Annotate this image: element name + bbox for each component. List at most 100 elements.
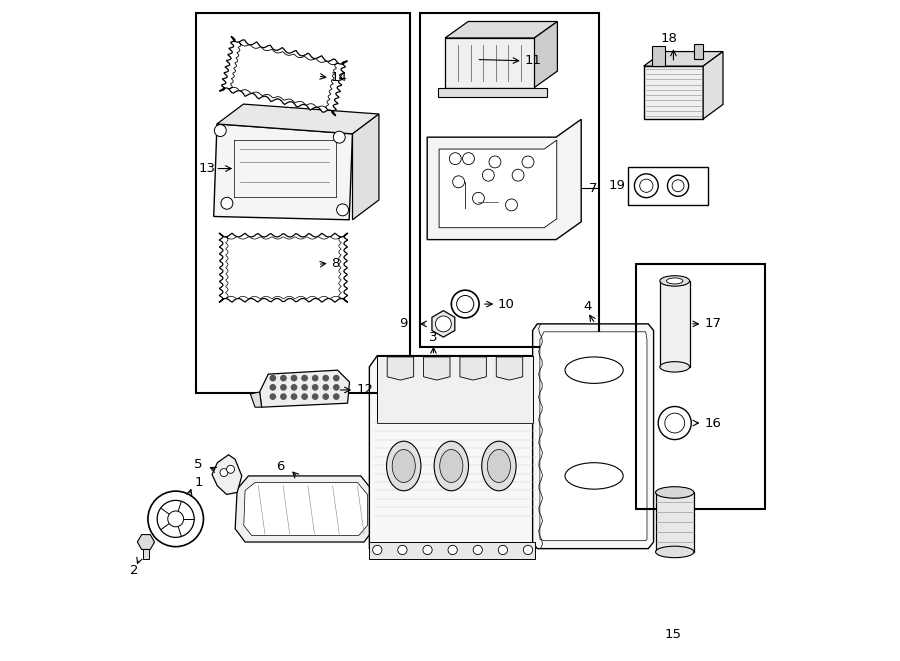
Text: 18: 18 (661, 32, 678, 45)
Circle shape (668, 175, 688, 196)
Bar (636, 264, 765, 509)
Text: 1: 1 (194, 476, 202, 489)
Ellipse shape (482, 442, 516, 490)
Bar (195, 13, 410, 393)
Circle shape (499, 545, 508, 555)
Polygon shape (424, 357, 450, 380)
Polygon shape (445, 38, 535, 87)
Circle shape (436, 316, 451, 332)
Text: 11: 11 (525, 54, 542, 67)
Circle shape (456, 295, 473, 313)
Polygon shape (369, 542, 535, 559)
Polygon shape (428, 119, 581, 239)
Circle shape (472, 192, 484, 204)
Circle shape (337, 204, 348, 215)
Circle shape (312, 394, 318, 399)
Polygon shape (377, 356, 533, 423)
Bar (420, 13, 598, 347)
Circle shape (334, 375, 339, 381)
Polygon shape (220, 36, 347, 116)
Ellipse shape (434, 442, 469, 490)
Bar (652, 46, 665, 66)
Polygon shape (703, 52, 723, 119)
Polygon shape (250, 392, 262, 407)
Circle shape (323, 375, 328, 381)
Circle shape (281, 394, 286, 399)
Circle shape (158, 500, 194, 537)
Circle shape (227, 465, 235, 473)
Circle shape (489, 156, 501, 168)
Text: 6: 6 (276, 460, 284, 473)
Circle shape (665, 413, 685, 433)
Circle shape (221, 197, 233, 209)
Ellipse shape (565, 357, 623, 383)
Circle shape (463, 153, 474, 165)
Polygon shape (225, 237, 341, 299)
Text: 16: 16 (705, 416, 722, 430)
Polygon shape (533, 324, 653, 549)
Polygon shape (369, 356, 535, 559)
Bar (142, 549, 149, 559)
Circle shape (451, 290, 479, 318)
Polygon shape (213, 124, 353, 219)
Ellipse shape (660, 276, 689, 286)
Text: 8: 8 (331, 256, 339, 270)
Circle shape (167, 511, 184, 527)
Polygon shape (535, 21, 557, 87)
Polygon shape (496, 357, 523, 380)
Circle shape (281, 385, 286, 390)
Polygon shape (229, 42, 338, 110)
Circle shape (281, 375, 286, 381)
Polygon shape (219, 233, 348, 303)
Circle shape (270, 394, 275, 399)
Circle shape (302, 385, 307, 390)
Circle shape (292, 375, 297, 381)
Circle shape (270, 375, 275, 381)
Circle shape (292, 394, 297, 399)
Bar (655, 492, 694, 552)
Circle shape (373, 545, 382, 555)
Polygon shape (387, 357, 414, 380)
Circle shape (312, 385, 318, 390)
Circle shape (423, 545, 432, 555)
Circle shape (473, 545, 482, 555)
Circle shape (334, 385, 339, 390)
Circle shape (512, 169, 524, 181)
Circle shape (323, 385, 328, 390)
Text: 2: 2 (130, 564, 139, 577)
Circle shape (270, 385, 275, 390)
Polygon shape (235, 476, 374, 542)
Circle shape (453, 176, 464, 188)
Ellipse shape (565, 463, 623, 489)
Circle shape (398, 545, 407, 555)
Circle shape (506, 199, 518, 211)
Circle shape (634, 174, 658, 198)
Text: 13: 13 (199, 162, 216, 175)
Ellipse shape (386, 442, 421, 490)
Text: 10: 10 (498, 297, 515, 311)
Circle shape (334, 394, 339, 399)
Text: 4: 4 (583, 299, 592, 313)
Polygon shape (244, 483, 367, 535)
Polygon shape (217, 104, 379, 134)
Bar (628, 167, 707, 205)
Polygon shape (644, 52, 723, 66)
Ellipse shape (487, 449, 510, 483)
Polygon shape (438, 87, 547, 97)
Circle shape (148, 491, 203, 547)
Ellipse shape (667, 278, 683, 284)
Polygon shape (432, 311, 454, 337)
Ellipse shape (392, 449, 415, 483)
Text: 14: 14 (331, 71, 348, 85)
Ellipse shape (655, 546, 694, 558)
Circle shape (449, 153, 461, 165)
Circle shape (214, 125, 226, 136)
Bar (644, 66, 703, 119)
Polygon shape (353, 114, 379, 219)
Bar (694, 44, 704, 59)
Polygon shape (445, 21, 557, 38)
Text: 9: 9 (399, 317, 407, 330)
Polygon shape (460, 357, 486, 380)
Ellipse shape (440, 449, 463, 483)
Text: 19: 19 (608, 179, 626, 192)
